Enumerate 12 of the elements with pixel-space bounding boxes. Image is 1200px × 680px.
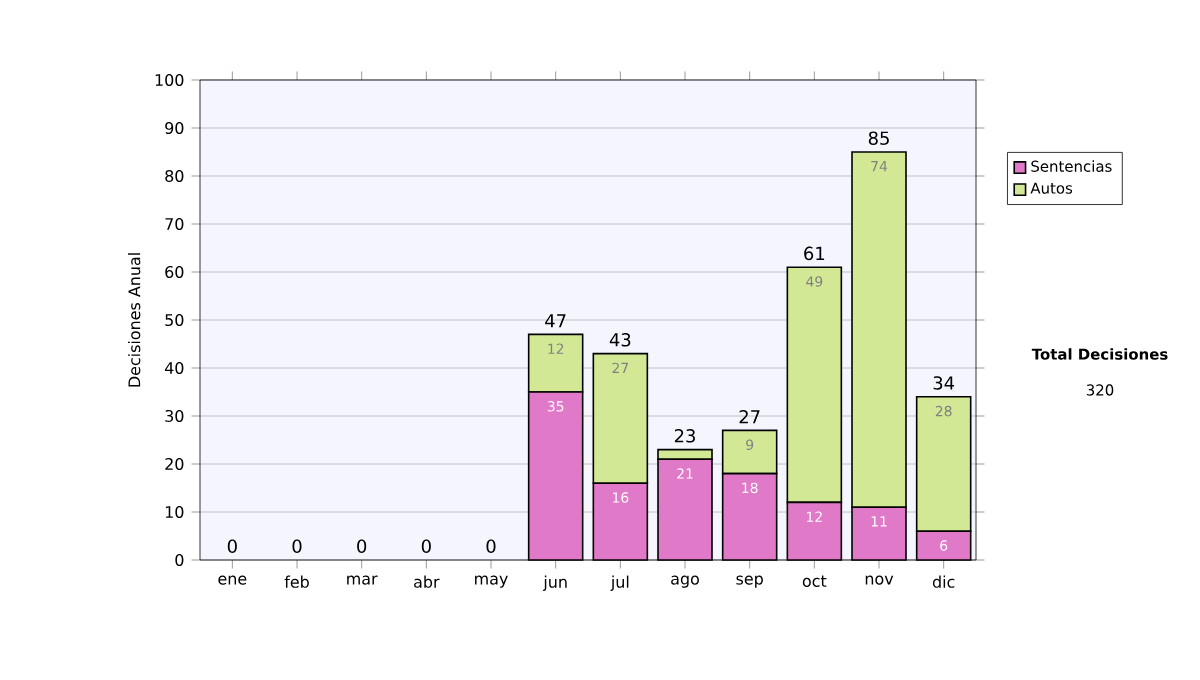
- total-label: 61: [804, 246, 825, 261]
- total-label: 47: [545, 314, 566, 328]
- total-label: 43: [609, 332, 631, 347]
- total-label: 0: [357, 539, 367, 553]
- total-label: 0: [421, 539, 431, 553]
- total-label: 34: [933, 376, 955, 390]
- total-label: 0: [486, 539, 496, 553]
- total-label: 23: [674, 428, 695, 443]
- total-label: 0: [227, 539, 237, 553]
- total-label: 0: [292, 539, 302, 553]
- total-label: 27: [739, 410, 760, 424]
- total-label: 85: [868, 131, 889, 145]
